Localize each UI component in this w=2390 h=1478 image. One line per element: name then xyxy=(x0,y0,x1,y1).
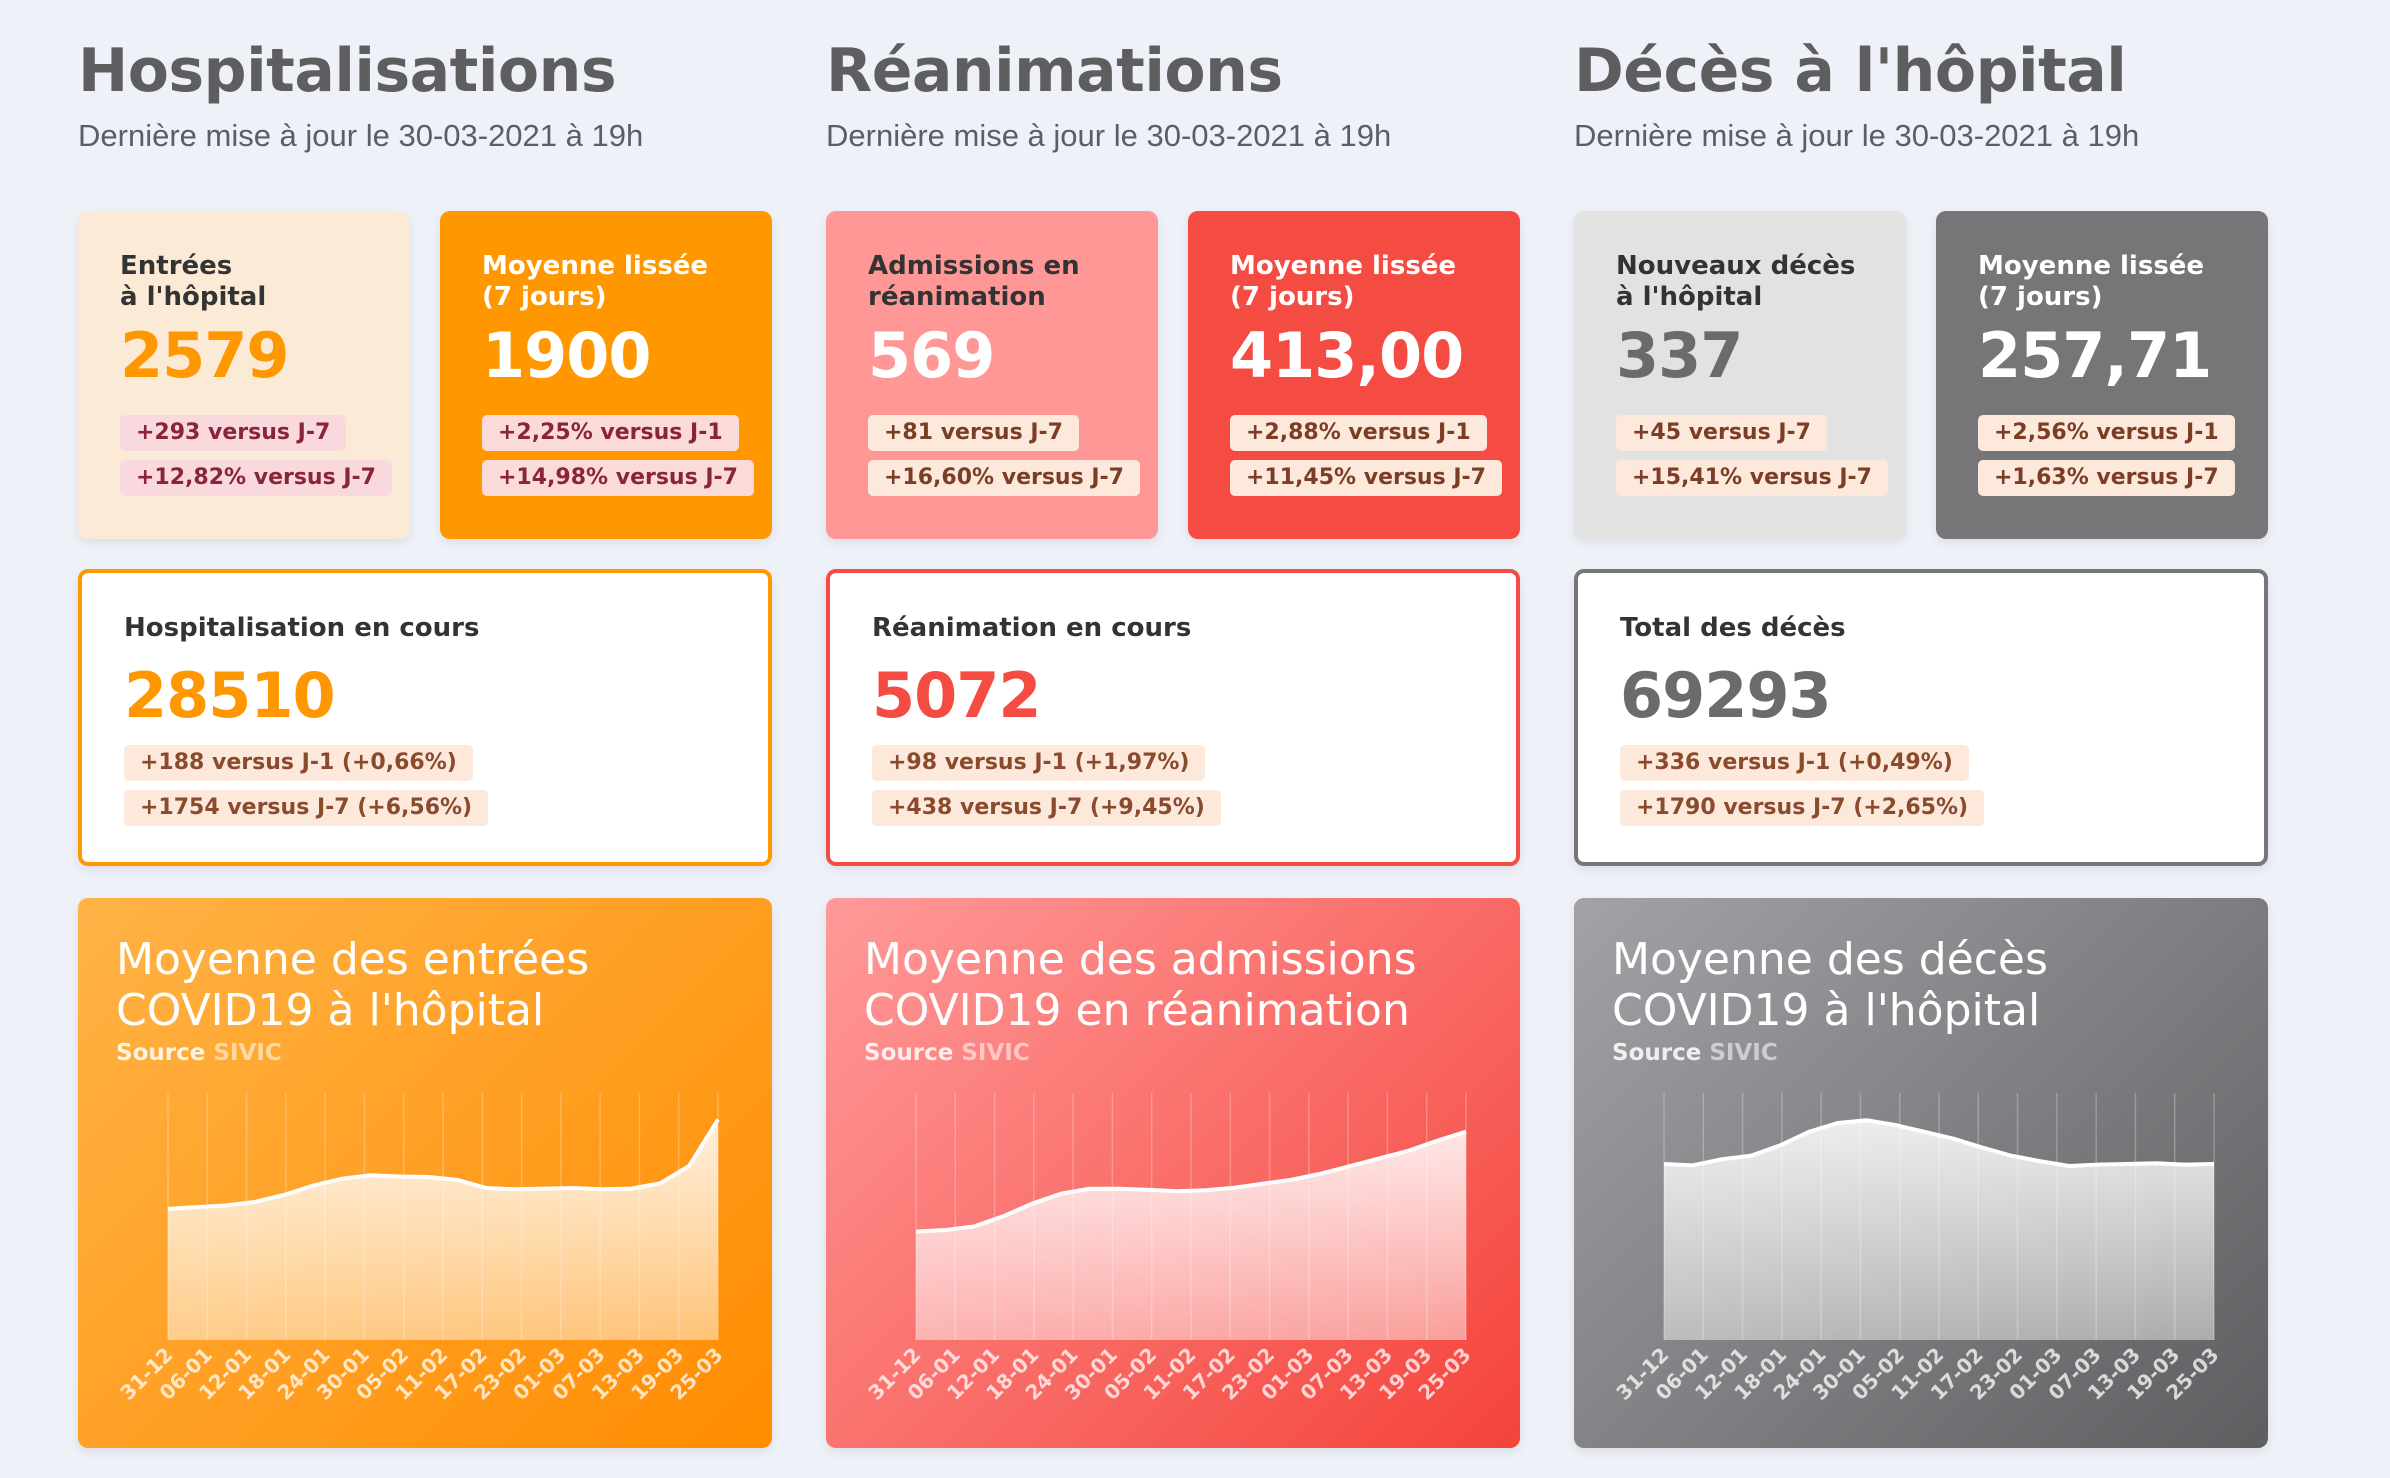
series-line xyxy=(1663,1118,2215,1168)
area-series xyxy=(168,1119,718,1340)
change-badge: +1,63% versus J-7 xyxy=(1978,460,2235,496)
change-badge: +15,41% versus J-7 xyxy=(1616,460,1888,496)
change-badge: +188 versus J-1 (+0,66%) xyxy=(124,745,473,781)
area-series xyxy=(1664,1120,2214,1340)
stat-card-new-deaths: Nouveaux décès à l'hôpital 337 +45 versu… xyxy=(1574,211,1906,539)
change-badge: +1754 versus J-7 (+6,56%) xyxy=(124,790,489,826)
series-line xyxy=(167,1118,720,1211)
change-badge: +293 versus J-7 xyxy=(120,415,347,451)
area-chart: 31-1206-0112-0118-0124-0130-0105-0211-02… xyxy=(115,1093,728,1405)
chart-card-admissions: 31-12 06-01 12-01 18-01 24-01 30-01 05-02 11-02… xyxy=(826,898,1520,1448)
card-value: 5072 xyxy=(872,659,1042,732)
section-title: Décès à l'hôpital xyxy=(1574,36,2127,106)
area-chart: 31-1206-0112-0118-0124-0130-0105-0211-02… xyxy=(1611,1093,2224,1405)
card-value: 2579 xyxy=(120,319,290,392)
last-update: Dernière mise à jour le 30-03-2021 à 19h xyxy=(1574,118,2140,153)
change-badge: +2,25% versus J-1 xyxy=(482,415,739,451)
change-badge: +14,98% versus J-7 xyxy=(482,460,754,496)
area-series xyxy=(916,1131,1466,1340)
chart-title: Moyenne des entrées COVID19 à l'hôpital xyxy=(116,934,590,1036)
change-badge: +45 versus J-7 xyxy=(1616,415,1827,451)
source-label: Source xyxy=(1612,1040,1702,1066)
source-label: Source xyxy=(864,1040,954,1066)
card-label: Hospitalisation en cours xyxy=(124,613,480,643)
card-label: Admissions en réanimation xyxy=(868,251,1080,312)
card-value: 28510 xyxy=(124,659,336,732)
source-name: SIVIC xyxy=(1709,1040,1778,1066)
change-badge: +11,45% versus J-7 xyxy=(1230,460,1502,496)
card-value: 69293 xyxy=(1620,659,1832,732)
stat-card-smoothed-average: Moyenne lissée (7 jours) 257,71 +2,56% v… xyxy=(1936,211,2268,539)
change-badge: +12,82% versus J-7 xyxy=(120,460,392,496)
stat-card-current-reanimations: Réanimation en cours 5072 +98 versus J-1… xyxy=(826,569,1520,866)
card-label: Entrées à l'hôpital xyxy=(120,251,267,312)
stat-card-admissions: Admissions en réanimation 569 +81 versus… xyxy=(826,211,1158,539)
card-value: 569 xyxy=(868,319,995,392)
card-label: Réanimation en cours xyxy=(872,613,1192,643)
card-label: Nouveaux décès à l'hôpital xyxy=(1616,251,1856,312)
section-title: Hospitalisations xyxy=(78,36,617,106)
card-label: Moyenne lissée (7 jours) xyxy=(1978,251,2205,312)
chart-card-entries: 31-12 06-01 12-01 18-01 24-01 30-01 05-02 11-02… xyxy=(78,898,772,1448)
source-name: SIVIC xyxy=(213,1040,282,1066)
area-chart: 31-1206-0112-0118-0124-0130-0105-0211-02… xyxy=(863,1093,1476,1405)
chart-title: Moyenne des décès COVID19 à l'hôpital xyxy=(1612,934,2048,1036)
series-line xyxy=(915,1129,1467,1234)
stat-card-smoothed-average: Moyenne lissée (7 jours) 1900 +2,25% ver… xyxy=(440,211,772,539)
stat-card-entries: Entrées à l'hôpital 2579 +293 versus J-7… xyxy=(78,211,410,539)
change-badge: +1790 versus J-7 (+2,65%) xyxy=(1620,790,1985,826)
section-title: Réanimations xyxy=(826,36,1283,106)
change-badge: +81 versus J-7 xyxy=(868,415,1079,451)
change-badge: +2,88% versus J-1 xyxy=(1230,415,1487,451)
card-label: Moyenne lissée (7 jours) xyxy=(482,251,709,312)
last-update: Dernière mise à jour le 30-03-2021 à 19h xyxy=(78,118,644,153)
card-value: 413,00 xyxy=(1230,319,1464,392)
change-badge: +16,60% versus J-7 xyxy=(868,460,1140,496)
change-badge: +98 versus J-1 (+1,97%) xyxy=(872,745,1206,781)
card-label: Total des décès xyxy=(1620,613,1846,643)
stat-card-current-hospitalisations: Hospitalisation en cours 28510 +188 vers… xyxy=(78,569,772,866)
card-value: 257,71 xyxy=(1978,319,2212,392)
stat-card-smoothed-average: Moyenne lissée (7 jours) 413,00 +2,88% v… xyxy=(1188,211,1520,539)
change-badge: +438 versus J-7 (+9,45%) xyxy=(872,790,1221,826)
card-value: 1900 xyxy=(482,319,652,392)
stat-card-total-deaths: Total des décès 69293 +336 versus J-1 (+… xyxy=(1574,569,2268,866)
chart-source: Source SIVIC xyxy=(864,1040,1030,1066)
chart-source: Source SIVIC xyxy=(1612,1040,1778,1066)
chart-source: Source SIVIC xyxy=(116,1040,282,1066)
card-label: Moyenne lissée (7 jours) xyxy=(1230,251,1457,312)
last-update: Dernière mise à jour le 30-03-2021 à 19h xyxy=(826,118,1392,153)
chart-card-deaths: 31-12 06-01 12-01 18-01 24-01 30-01 05-02 11-02… xyxy=(1574,898,2268,1448)
source-label: Source xyxy=(116,1040,206,1066)
chart-title: Moyenne des admissions COVID19 en réanim… xyxy=(864,934,1417,1036)
change-badge: +2,56% versus J-1 xyxy=(1978,415,2235,451)
source-name: SIVIC xyxy=(961,1040,1030,1066)
card-value: 337 xyxy=(1616,319,1743,392)
change-badge: +336 versus J-1 (+0,49%) xyxy=(1620,745,1969,781)
